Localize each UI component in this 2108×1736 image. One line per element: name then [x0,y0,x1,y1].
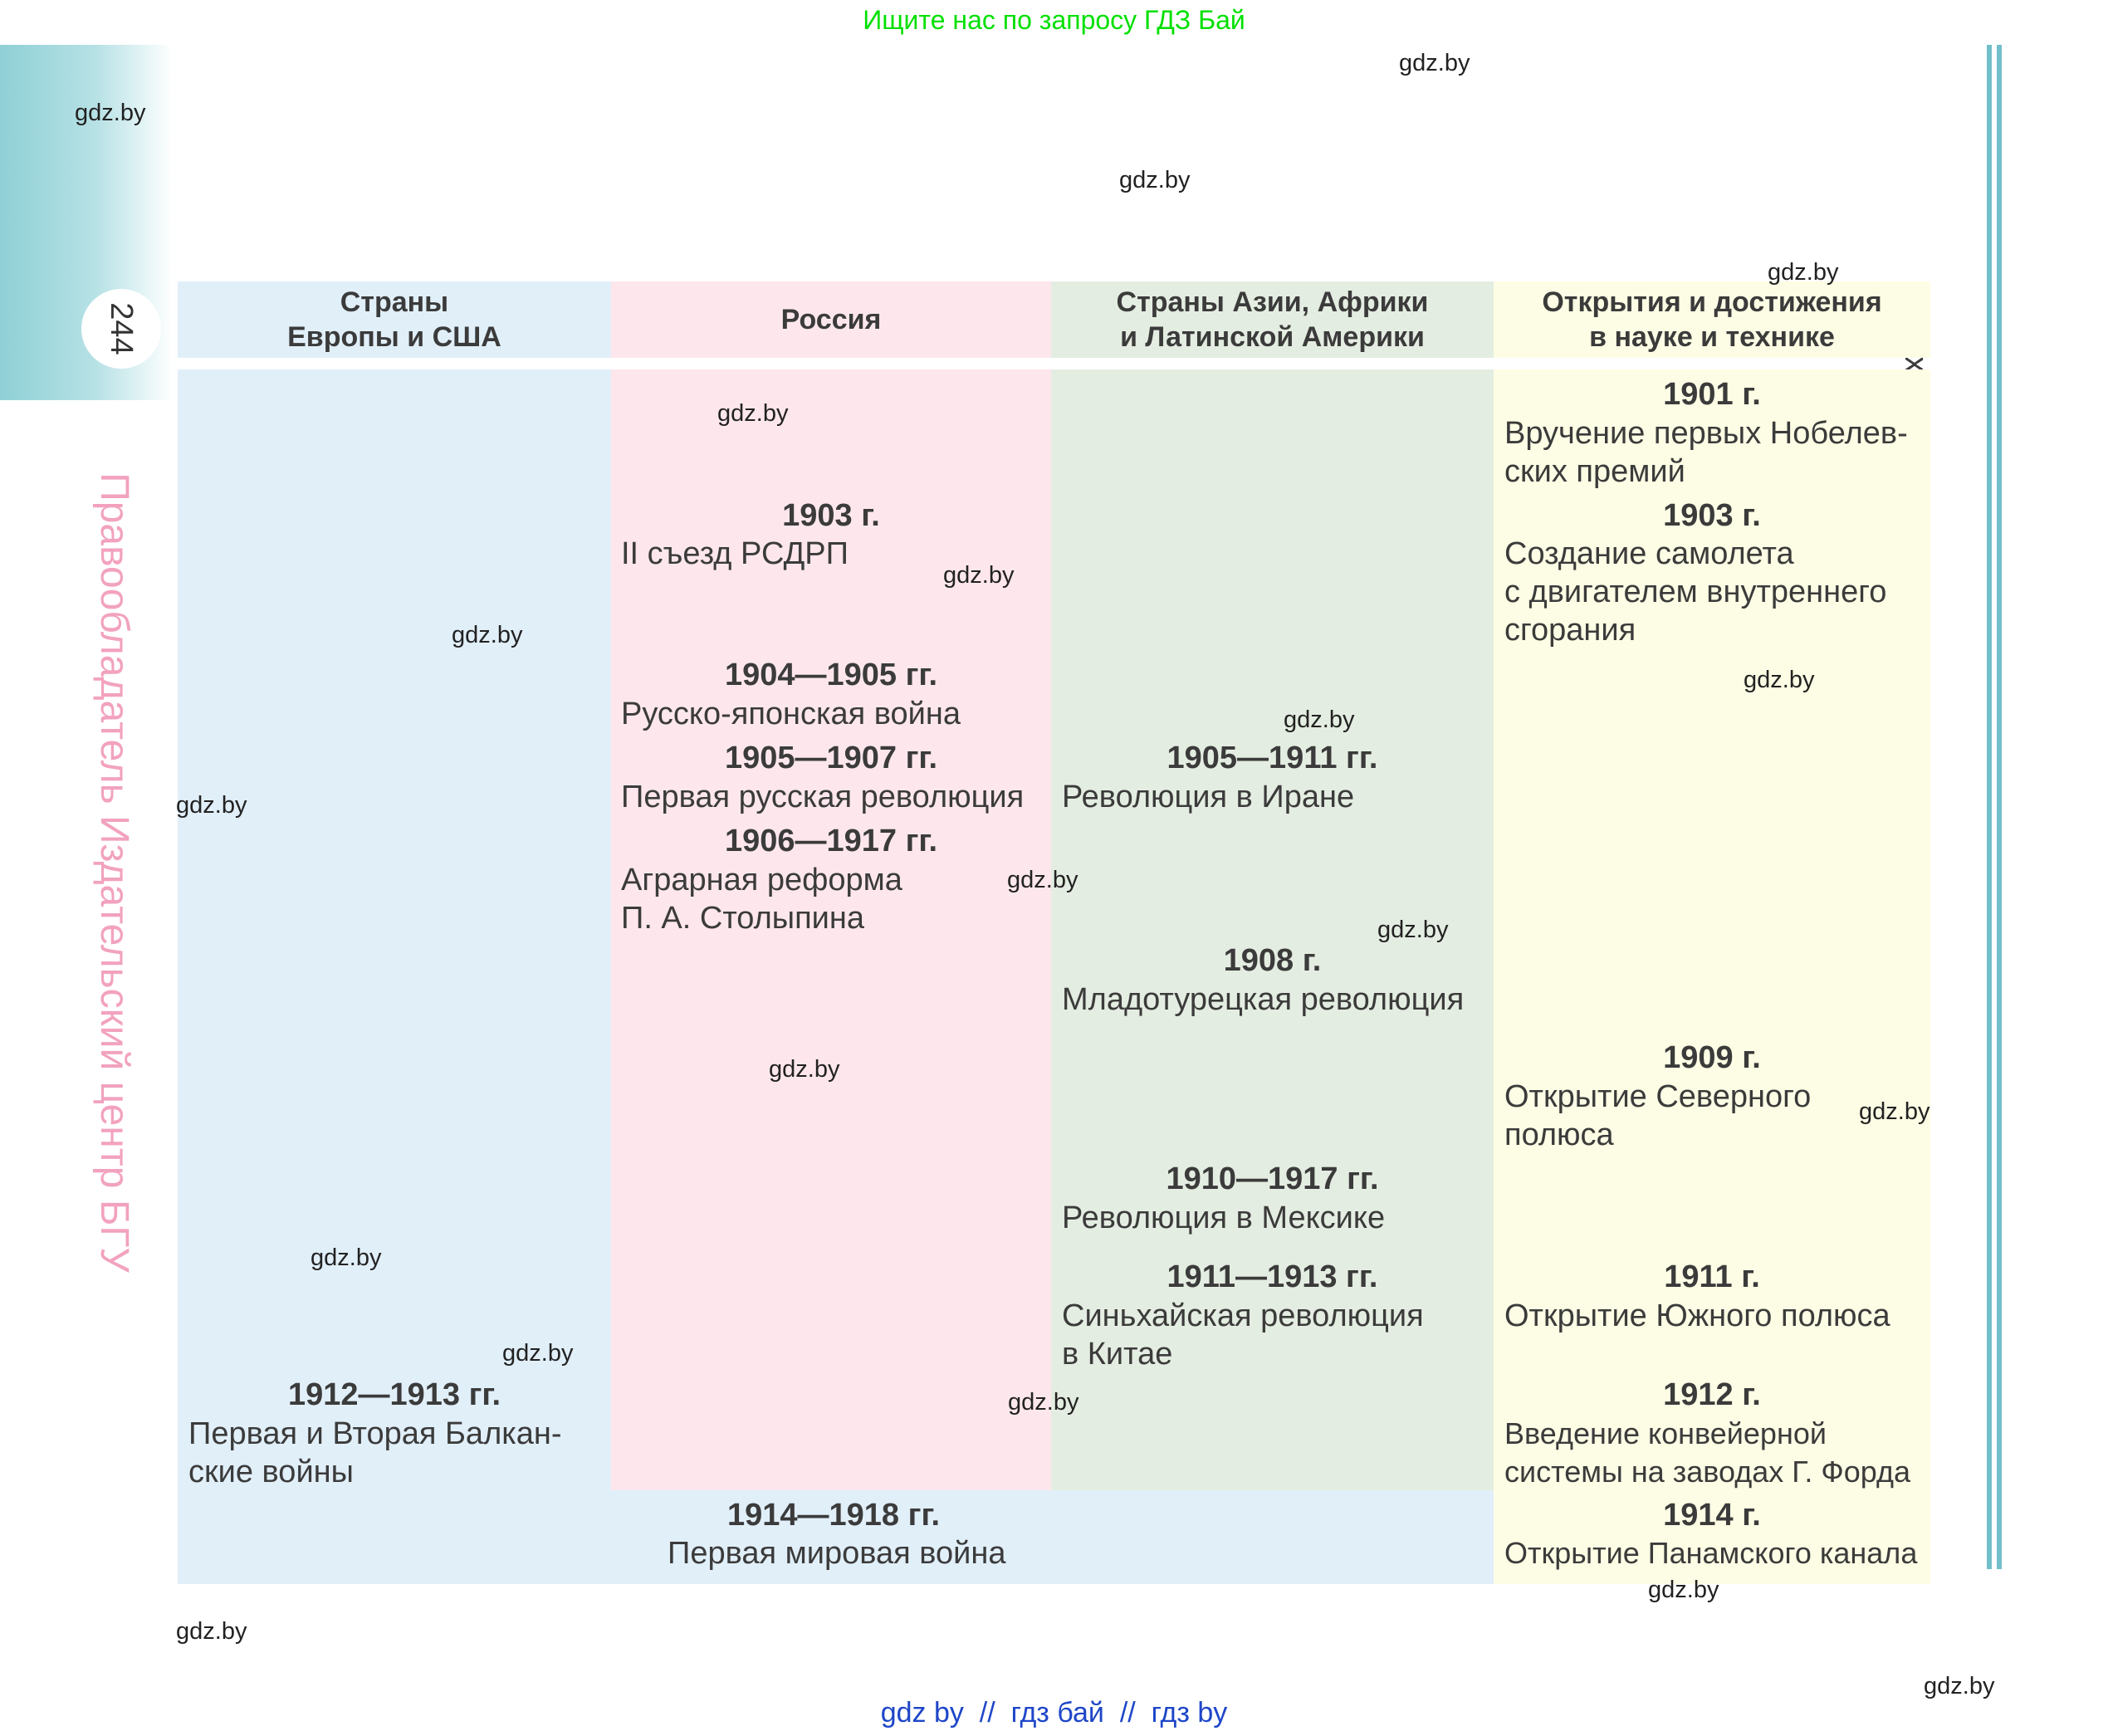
science-event: Введение конвейерной системы на заводах … [1504,1416,1910,1489]
science-year: 1911 г. [1664,1259,1760,1294]
watermark: gdz.by [1377,917,1449,943]
rights-holder-text: Правообладатель Издательский центр БГУ [92,472,136,1273]
watermark: gdz.by [75,100,146,126]
asia-year: 1908 г. [1223,943,1322,978]
science-year: 1903 г. [1663,498,1761,533]
accent-bar-left [1987,45,1992,1569]
header-asia: Страны Азии, Африки и Латинской Америки [1051,281,1494,358]
watermark: gdz.by [1007,867,1078,893]
science-year: 1909 г. [1663,1040,1761,1075]
accent-bar-right [1997,45,2002,1569]
science-event: Открытие Северного полюса [1504,1079,1812,1152]
europe-year: 1912—1913 гг. [287,1377,501,1412]
watermark: gdz.by [717,400,789,427]
russia-event: Русско-японская война [621,697,961,731]
asia-year: 1905—1911 гг. [1166,741,1378,775]
watermark: gdz.by [1119,167,1191,193]
asia-event: Революция в Мексике [1062,1201,1386,1235]
watermark: gdz.by [502,1340,574,1367]
russia-event: II съезд РСДРП [621,536,849,571]
russia-year: 1905—1907 гг. [724,741,938,775]
russia-event: Аграрная реформа П. А. Столыпина [621,863,902,936]
science-event: Открытие Южного полюса [1504,1298,1890,1333]
watermark: gdz.by [1859,1098,1930,1125]
asia-year: 1910—1917 гг. [1166,1161,1379,1196]
watermark: gdz.by [1648,1577,1719,1603]
watermark: gdz.by [1008,1389,1079,1416]
science-year: 1901 г. [1663,377,1761,412]
watermark: gdz.by [1744,667,1815,693]
watermark: gdz.by [311,1245,382,1271]
header-science: Открытия и достижения в науке и технике [1494,281,1930,358]
watermark: gdz.by [176,1618,247,1645]
europe-event: Первая и Вторая Балкан- ские войны [188,1416,562,1489]
science-year: 1912 г. [1663,1377,1761,1412]
watermark: gdz.by [769,1056,840,1083]
header-europe: Страны Европы и США [178,281,611,358]
science-event: Открытие Панамского канала [1504,1536,1918,1570]
world-war-year: 1914—1918 гг. [727,1498,941,1533]
bottom-banner[interactable]: gdz by // гдз бай // гдз by [880,1697,1228,1729]
science-year: 1914 г. [1663,1498,1761,1533]
column-science [1494,369,1930,1584]
header-russia: Россия [611,281,1051,358]
watermark: gdz.by [1284,707,1355,733]
russia-year: 1904—1905 гг. [724,658,938,692]
russia-year: 1906—1917 гг. [724,824,938,858]
russia-year: 1903 г. [782,498,880,533]
watermark: gdz.by [176,792,247,819]
watermark: gdz.by [943,562,1015,589]
watermark: gdz.by [1768,259,1839,286]
science-event: Создание самолета с двигателем внутренне… [1504,536,1887,648]
russia-event: Первая русская революция [621,780,1025,814]
page-number-circle [81,289,161,369]
page-number: 244 [104,302,139,355]
column-asia [1051,369,1494,1490]
science-event: Вручение первых Нобелев- ских премий [1504,416,1908,489]
watermark: gdz.by [452,622,523,648]
watermark: gdz.by [1399,50,1470,76]
asia-event: Революция в Иране [1062,780,1355,814]
asia-year: 1911—1913 гг. [1166,1259,1378,1294]
top-banner: Ищите нас по запросу ГДЗ Бай [863,5,1245,35]
watermark: gdz.by [1924,1673,1995,1699]
asia-event: Синьхайская революция в Китае [1062,1298,1424,1372]
asia-event: Младотурецкая революция [1062,982,1465,1017]
world-war-event: Первая мировая война [668,1536,1006,1571]
column-russia [611,369,1051,1490]
